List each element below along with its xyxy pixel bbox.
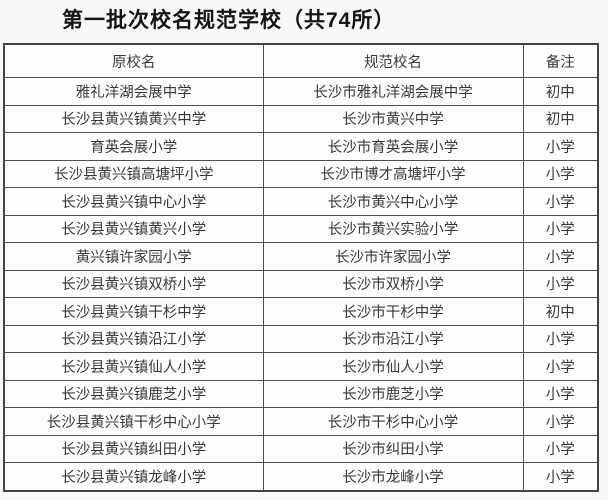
table-header: 原校名 规范校名 备注 <box>3 43 599 78</box>
table-row: 黄兴镇许家园小学 长沙市许家园小学 小学 <box>3 242 599 271</box>
table-row: 长沙县黄兴镇仙人小学 长沙市仙人小学 小学 <box>3 352 599 381</box>
table-row: 育英会展小学 长沙市育英会展小学 小学 <box>3 132 599 161</box>
cell-standardized: 长沙市黄兴中心小学 <box>262 187 524 216</box>
cell-original: 长沙县黄兴镇中心小学 <box>3 187 264 216</box>
cell-note: 小学 <box>522 462 599 491</box>
cell-standardized: 长沙市仙人小学 <box>262 352 524 381</box>
cell-original: 长沙县黄兴镇鹿芝小学 <box>3 379 264 408</box>
table-row: 长沙县黄兴镇黄兴中学 长沙市黄兴中学 初中 <box>3 104 599 133</box>
cell-note: 小学 <box>522 159 599 188</box>
cell-original: 长沙县黄兴镇纠田小学 <box>3 434 264 463</box>
cell-original: 长沙县黄兴镇黄兴中学 <box>3 104 264 133</box>
header-note: 备注 <box>522 43 599 78</box>
cell-original: 长沙县黄兴镇龙峰小学 <box>3 462 264 491</box>
cell-original: 雅礼洋湖会展中学 <box>3 77 264 106</box>
school-rename-table: 原校名 规范校名 备注 雅礼洋湖会展中学 长沙市雅礼洋湖会展中学 初中 长沙县黄兴镇黄… <box>3 43 599 492</box>
cell-note: 初中 <box>522 104 599 133</box>
cell-standardized: 长沙市雅礼洋湖会展中学 <box>262 77 524 106</box>
page-title: 第一批次校名规范学校（共74所） <box>62 9 396 32</box>
table-row: 长沙县黄兴镇中心小学 长沙市黄兴中心小学 小学 <box>3 187 599 216</box>
table-row: 长沙县黄兴镇高塘坪小学 长沙市博才高塘坪小学 小学 <box>3 159 599 188</box>
cell-note: 小学 <box>522 434 599 463</box>
cell-standardized: 长沙市龙峰小学 <box>262 462 524 491</box>
cell-note: 小学 <box>522 269 599 298</box>
cell-original: 长沙县黄兴镇双桥小学 <box>3 269 264 298</box>
cell-original: 黄兴镇许家园小学 <box>3 242 264 271</box>
cell-standardized: 长沙市育英会展小学 <box>262 132 524 161</box>
cell-note: 小学 <box>522 187 599 216</box>
table-body: 雅礼洋湖会展中学 长沙市雅礼洋湖会展中学 初中 长沙县黄兴镇黄兴中学 长沙市黄兴中学 初中… <box>3 77 599 491</box>
table-row: 长沙县黄兴镇龙峰小学 长沙市龙峰小学 小学 <box>3 462 599 491</box>
cell-note: 小学 <box>522 132 599 161</box>
cell-original: 长沙县黄兴镇干杉中学 <box>3 297 264 326</box>
table-row: 长沙县黄兴镇双桥小学 长沙市双桥小学 小学 <box>3 269 599 298</box>
cell-note: 小学 <box>522 379 599 408</box>
table-row: 雅礼洋湖会展中学 长沙市雅礼洋湖会展中学 初中 <box>3 77 599 106</box>
table-row: 长沙县黄兴镇黄兴小学 长沙市黄兴实验小学 小学 <box>3 214 599 243</box>
cell-standardized: 长沙市干杉中学 <box>262 297 524 326</box>
cell-original: 长沙县黄兴镇沿江小学 <box>3 324 264 353</box>
cell-standardized: 长沙市许家园小学 <box>262 242 524 271</box>
table-row: 长沙县黄兴镇纠田小学 长沙市纠田小学 小学 <box>3 434 599 463</box>
cell-note: 初中 <box>522 297 599 326</box>
header-original-name: 原校名 <box>3 43 264 78</box>
cell-note: 小学 <box>522 407 599 436</box>
cell-note: 初中 <box>522 77 599 106</box>
table-row: 长沙县黄兴镇沿江小学 长沙市沿江小学 小学 <box>3 324 599 353</box>
cell-standardized: 长沙市沿江小学 <box>262 324 524 353</box>
table-row: 长沙县黄兴镇鹿芝小学 长沙市鹿芝小学 小学 <box>3 379 599 408</box>
cell-note: 小学 <box>522 352 599 381</box>
cell-standardized: 长沙市鹿芝小学 <box>262 379 524 408</box>
table-row: 长沙县黄兴镇干杉中学 长沙市干杉中学 初中 <box>3 297 599 326</box>
cell-standardized: 长沙市博才高塘坪小学 <box>262 159 524 188</box>
cell-standardized: 长沙市纠田小学 <box>262 434 524 463</box>
cell-standardized: 长沙市黄兴实验小学 <box>262 214 524 243</box>
cell-standardized: 长沙市黄兴中学 <box>262 104 524 133</box>
cell-note: 小学 <box>522 214 599 243</box>
cell-original: 长沙县黄兴镇仙人小学 <box>3 352 264 381</box>
cell-original: 长沙县黄兴镇黄兴小学 <box>3 214 264 243</box>
cell-standardized: 长沙市双桥小学 <box>262 269 524 298</box>
header-row: 原校名 规范校名 备注 <box>3 43 599 78</box>
cell-original: 长沙县黄兴镇干杉中心小学 <box>3 407 264 436</box>
header-standardized-name: 规范校名 <box>262 43 524 78</box>
cell-original: 育英会展小学 <box>3 132 264 161</box>
cell-note: 小学 <box>522 324 599 353</box>
table-row: 长沙县黄兴镇干杉中心小学 长沙市干杉中心小学 小学 <box>3 407 599 436</box>
cell-standardized: 长沙市干杉中心小学 <box>262 407 524 436</box>
cell-original: 长沙县黄兴镇高塘坪小学 <box>3 159 264 188</box>
cell-note: 小学 <box>522 242 599 271</box>
